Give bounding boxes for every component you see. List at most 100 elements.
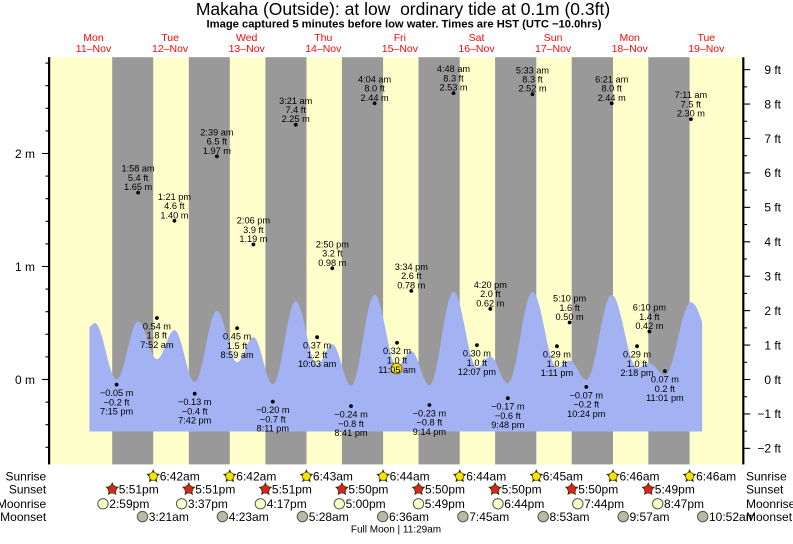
svg-text:6:21 am: 6:21 am bbox=[595, 74, 629, 84]
svg-text:Moonrise: Moonrise bbox=[0, 497, 47, 511]
svg-text:Mon: Mon bbox=[83, 32, 104, 44]
svg-text:−0.05 m: −0.05 m bbox=[100, 388, 134, 398]
svg-text:0.42 m: 0.42 m bbox=[635, 321, 663, 331]
svg-text:Sunrise: Sunrise bbox=[6, 470, 47, 484]
svg-text:1.8 ft: 1.8 ft bbox=[147, 331, 168, 341]
svg-text:8.3 ft: 8.3 ft bbox=[443, 73, 464, 83]
svg-text:Tue: Tue bbox=[161, 32, 179, 44]
svg-text:Makaha (Outside): at low ordi: Makaha (Outside): at low ordinary tide a… bbox=[196, 0, 610, 19]
svg-text:5:49pm: 5:49pm bbox=[425, 497, 465, 511]
svg-text:0.29 m: 0.29 m bbox=[623, 350, 651, 360]
svg-text:1:21 pm: 1:21 pm bbox=[158, 192, 192, 202]
svg-text:14–Nov: 14–Nov bbox=[305, 43, 342, 55]
svg-text:13–Nov: 13–Nov bbox=[229, 43, 266, 55]
svg-text:−0.6 ft: −0.6 ft bbox=[495, 411, 521, 421]
svg-text:−0.17 m: −0.17 m bbox=[491, 402, 525, 412]
svg-text:1.0 ft: 1.0 ft bbox=[467, 358, 488, 368]
svg-text:0.54 m: 0.54 m bbox=[143, 321, 171, 331]
svg-text:3:37pm: 3:37pm bbox=[188, 497, 228, 511]
svg-text:9 ft: 9 ft bbox=[764, 63, 781, 77]
svg-text:8.3 ft: 8.3 ft bbox=[522, 75, 543, 85]
svg-text:0.78 m: 0.78 m bbox=[397, 280, 425, 290]
svg-text:5:28am: 5:28am bbox=[309, 510, 349, 524]
svg-text:−0.20 m: −0.20 m bbox=[256, 405, 290, 415]
svg-text:1.2 ft: 1.2 ft bbox=[307, 350, 328, 360]
svg-text:2.52 m: 2.52 m bbox=[518, 84, 546, 94]
svg-text:5:50pm: 5:50pm bbox=[348, 483, 388, 497]
svg-text:6 ft: 6 ft bbox=[764, 166, 781, 180]
svg-text:6:44am: 6:44am bbox=[390, 470, 430, 484]
svg-text:11:01 pm: 11:01 pm bbox=[646, 393, 684, 403]
svg-text:5:10 pm: 5:10 pm bbox=[553, 294, 587, 304]
svg-text:3:34 pm: 3:34 pm bbox=[395, 262, 429, 272]
svg-text:7:52 am: 7:52 am bbox=[140, 340, 174, 350]
svg-text:4 ft: 4 ft bbox=[764, 235, 781, 249]
svg-text:5:50pm: 5:50pm bbox=[502, 483, 542, 497]
svg-text:8.0 ft: 8.0 ft bbox=[364, 84, 385, 94]
svg-text:4:23am: 4:23am bbox=[229, 510, 269, 524]
svg-text:0.29 m: 0.29 m bbox=[543, 350, 571, 360]
svg-text:6:45am: 6:45am bbox=[543, 470, 583, 484]
svg-text:8:53am: 8:53am bbox=[550, 510, 590, 524]
svg-text:6:10 pm: 6:10 pm bbox=[633, 303, 667, 313]
svg-text:4.6 ft: 4.6 ft bbox=[164, 201, 185, 211]
svg-text:5:51pm: 5:51pm bbox=[119, 483, 159, 497]
svg-text:8:59 am: 8:59 am bbox=[220, 350, 254, 360]
svg-text:7:15 pm: 7:15 pm bbox=[100, 407, 134, 417]
svg-text:8.0 ft: 8.0 ft bbox=[601, 84, 622, 94]
svg-text:Sunset: Sunset bbox=[746, 483, 784, 497]
svg-text:6.5 ft: 6.5 ft bbox=[207, 137, 228, 147]
svg-text:1 m: 1 m bbox=[15, 260, 35, 274]
svg-text:5:49pm: 5:49pm bbox=[655, 483, 695, 497]
svg-text:5.4 ft: 5.4 ft bbox=[128, 173, 149, 183]
svg-text:−0.13 m: −0.13 m bbox=[178, 397, 212, 407]
svg-text:Sat: Sat bbox=[469, 32, 485, 44]
svg-text:2.53 m: 2.53 m bbox=[439, 83, 467, 93]
svg-text:17–Nov: 17–Nov bbox=[535, 43, 572, 55]
svg-text:1 ft: 1 ft bbox=[764, 338, 781, 352]
svg-text:5:50pm: 5:50pm bbox=[578, 483, 618, 497]
svg-text:1.4 ft: 1.4 ft bbox=[639, 312, 660, 322]
svg-text:7:45am: 7:45am bbox=[469, 510, 509, 524]
svg-text:3:21am: 3:21am bbox=[149, 510, 189, 524]
svg-text:5:51pm: 5:51pm bbox=[195, 483, 235, 497]
svg-text:4:04 am: 4:04 am bbox=[358, 74, 392, 84]
svg-text:−0.24 m: −0.24 m bbox=[334, 410, 368, 420]
svg-text:7 ft: 7 ft bbox=[764, 132, 781, 146]
svg-text:11–Nov: 11–Nov bbox=[76, 43, 112, 55]
svg-text:2:39 am: 2:39 am bbox=[200, 128, 234, 138]
svg-text:9:14 pm: 9:14 pm bbox=[413, 427, 447, 437]
svg-text:18–Nov: 18–Nov bbox=[612, 43, 649, 55]
svg-text:−0.23 m: −0.23 m bbox=[413, 408, 447, 418]
svg-text:6:36am: 6:36am bbox=[389, 510, 429, 524]
svg-text:4:17pm: 4:17pm bbox=[267, 497, 307, 511]
svg-text:8:41 pm: 8:41 pm bbox=[334, 428, 368, 438]
svg-text:1.97 m: 1.97 m bbox=[203, 146, 231, 156]
svg-text:1.6 ft: 1.6 ft bbox=[559, 303, 580, 313]
svg-text:1.0 ft: 1.0 ft bbox=[547, 359, 568, 369]
svg-text:0.50 m: 0.50 m bbox=[556, 312, 584, 322]
svg-text:Wed: Wed bbox=[236, 32, 258, 44]
svg-text:10:03 am: 10:03 am bbox=[298, 359, 337, 369]
svg-text:10:24 pm: 10:24 pm bbox=[567, 409, 606, 419]
svg-text:Full Moon | 11:29am: Full Moon | 11:29am bbox=[351, 525, 441, 536]
svg-text:3.2 ft: 3.2 ft bbox=[322, 249, 343, 259]
svg-text:6:44am: 6:44am bbox=[466, 470, 506, 484]
svg-text:2:59pm: 2:59pm bbox=[109, 497, 149, 511]
svg-text:4:20 pm: 4:20 pm bbox=[474, 280, 508, 290]
svg-text:−0.7 ft: −0.7 ft bbox=[260, 414, 286, 424]
svg-text:−0.2 ft: −0.2 ft bbox=[104, 397, 130, 407]
svg-text:6:46am: 6:46am bbox=[620, 470, 660, 484]
svg-text:7.4 ft: 7.4 ft bbox=[285, 105, 306, 115]
svg-text:0.32 m: 0.32 m bbox=[383, 346, 411, 356]
svg-text:−0.07 m: −0.07 m bbox=[570, 390, 604, 400]
svg-text:1.40 m: 1.40 m bbox=[160, 210, 188, 220]
svg-text:−0.8 ft: −0.8 ft bbox=[338, 419, 364, 429]
svg-text:6:42am: 6:42am bbox=[236, 470, 276, 484]
svg-text:−0.8 ft: −0.8 ft bbox=[417, 418, 443, 428]
svg-text:1:58 am: 1:58 am bbox=[121, 164, 155, 174]
svg-text:2.30 m: 2.30 m bbox=[677, 109, 705, 119]
svg-text:Moonset: Moonset bbox=[746, 510, 793, 524]
svg-text:1.0 ft: 1.0 ft bbox=[627, 359, 648, 369]
svg-text:2.6 ft: 2.6 ft bbox=[401, 271, 422, 281]
